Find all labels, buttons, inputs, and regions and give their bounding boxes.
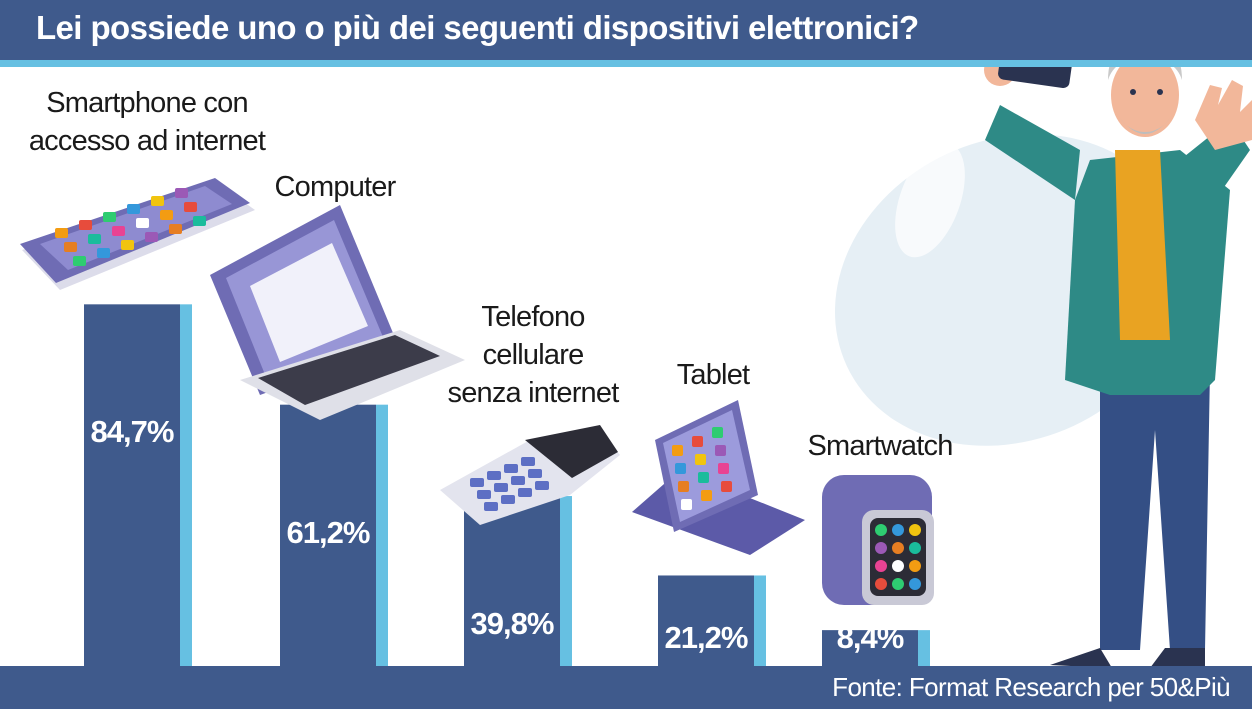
bar (658, 575, 754, 666)
category-label: Smartphone con accesso ad internet (7, 84, 287, 160)
category-label-line: accesso ad internet (28, 125, 266, 157)
bar (280, 404, 376, 666)
tablet-icon (632, 400, 805, 555)
laptop-icon (210, 205, 465, 420)
bar-accent (560, 496, 572, 666)
bar-group (84, 304, 192, 666)
category-label-line: cellulare (482, 339, 585, 371)
bar-accent (918, 630, 930, 666)
title-rule (0, 60, 1252, 67)
bar-accent (376, 404, 388, 666)
bar-accent (754, 575, 766, 666)
bar-group (280, 404, 388, 666)
senior-man-figure (984, 35, 1252, 668)
category-label-line: Telefono (481, 301, 585, 333)
smartwatch-icon (822, 475, 934, 605)
category-label-line: senza internet (447, 377, 620, 409)
bar (822, 630, 918, 666)
bar (84, 304, 180, 666)
category-label-line: Smartwatch (807, 430, 953, 462)
feature-phone-icon (440, 425, 620, 525)
title-bar (0, 0, 1252, 60)
value-label: 84,7% (90, 414, 175, 450)
category-label: Smartwatch (740, 427, 1020, 465)
value-label: 21,2% (664, 620, 749, 655)
footer-bar (0, 666, 1252, 709)
chart-title: Lei possiede uno o più dei seguenti disp… (36, 9, 919, 46)
smartphone-icon (20, 178, 255, 290)
value-label: 8,4% (836, 620, 905, 655)
category-label-line: Computer (274, 171, 397, 203)
value-label: 61,2% (286, 514, 371, 550)
source-note: Fonte: Format Research per 50&Più (832, 672, 1230, 702)
category-label: Computer (195, 168, 475, 206)
category-label: Telefono cellulare senza internet (393, 298, 673, 412)
blob-highlight (895, 142, 965, 258)
bar-accent (180, 304, 192, 666)
bar-group (822, 630, 930, 666)
bar-group (658, 575, 766, 666)
category-label-line: Tablet (676, 359, 750, 391)
category-label-line: Smartphone con (46, 87, 248, 119)
value-label: 39,8% (470, 606, 555, 642)
category-label: Tablet (573, 356, 853, 394)
